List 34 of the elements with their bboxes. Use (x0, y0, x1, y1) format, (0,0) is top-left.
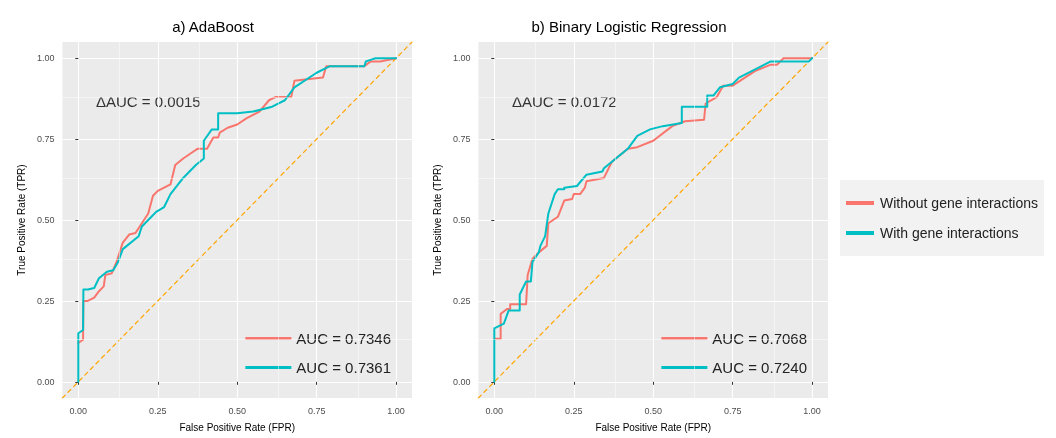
x-tick-label: 1.00 (803, 405, 821, 416)
y-tick-label: 0.75 (452, 134, 471, 145)
legend-label: AUC = 0.7068 (712, 330, 808, 347)
x-axis-title: False Positive Rate (FPR) (179, 421, 296, 433)
chart-title: a) AdaBoost (172, 18, 255, 35)
y-tick-label: 1.00 (36, 53, 55, 64)
y-tick-label: 0.25 (452, 295, 471, 306)
y-tick-label: 0.75 (36, 134, 55, 145)
x-tick-label: 1.00 (387, 405, 405, 416)
y-tick-label: 0.50 (452, 215, 471, 225)
x-tick-label: 0.75 (723, 405, 742, 416)
x-tick-label: 0.75 (307, 405, 326, 416)
category-label: Without gene interactions (880, 195, 1038, 211)
y-tick-label: 0.50 (36, 215, 55, 225)
y-tick-label: 0.25 (36, 295, 55, 306)
legend-label: AUC = 0.7346 (296, 330, 392, 347)
x-tick-label: 0.50 (228, 405, 246, 416)
x-axis-title: False Positive Rate (FPR) (595, 421, 712, 433)
x-tick-label: 0.25 (148, 405, 167, 416)
x-tick-label: 0.50 (644, 405, 662, 416)
legend-label: AUC = 0.7240 (712, 359, 808, 376)
category-label: With gene interactions (880, 225, 1019, 241)
x-tick-label: 0.25 (564, 405, 583, 416)
y-tick-label: 1.00 (452, 53, 471, 64)
annotation: ΔAUC = 0.0172 (512, 93, 617, 110)
y-axis-title: True Positive Rate (TPR) (15, 164, 27, 276)
annotation: ΔAUC = 0.0015 (96, 93, 201, 110)
y-tick-label: 0.00 (452, 376, 471, 387)
chart-title: b) Binary Logistic Regression (531, 18, 727, 35)
legend-label: AUC = 0.7361 (296, 359, 392, 376)
y-tick-label: 0.00 (36, 376, 55, 387)
x-tick-label: 0.00 (485, 405, 504, 416)
y-axis-title: True Positive Rate (TPR) (431, 164, 443, 276)
x-tick-label: 0.00 (69, 405, 88, 416)
